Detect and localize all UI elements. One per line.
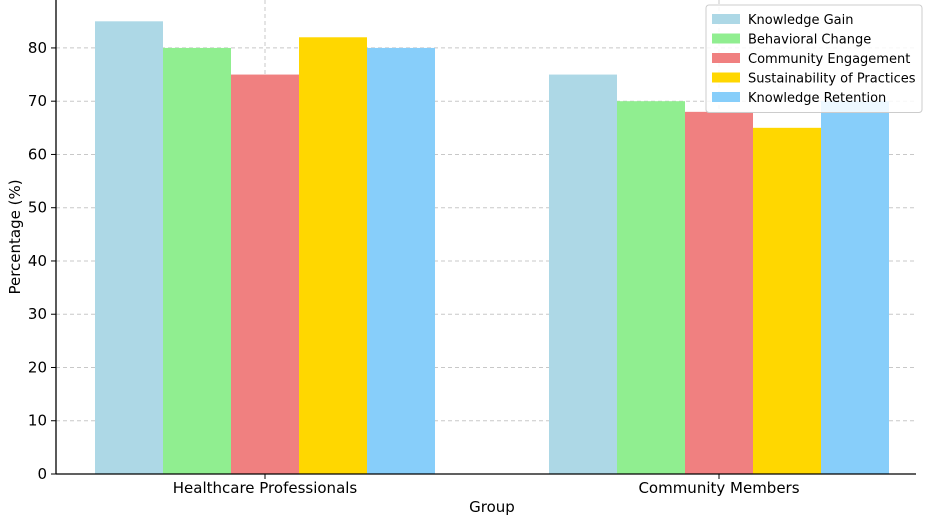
bar	[163, 47, 231, 474]
y-tick-label: 80	[28, 39, 47, 57]
y-tick-label: 40	[28, 252, 47, 270]
bars	[95, 21, 889, 475]
bar	[685, 111, 753, 474]
x-tick-label: Community Members	[638, 479, 799, 497]
y-tick-label: 20	[28, 358, 47, 376]
y-tick-label: 50	[28, 199, 47, 217]
bar	[753, 127, 821, 474]
legend-label: Behavioral Change	[748, 33, 871, 48]
bar	[299, 37, 367, 475]
y-tick-label: 0	[37, 465, 47, 483]
legend-swatch	[712, 72, 740, 83]
x-axis-title: Group	[469, 498, 515, 516]
y-axis-title: Percentage (%)	[6, 179, 24, 294]
legend-swatch	[712, 92, 740, 102]
x-tick-label: Healthcare Professionals	[173, 479, 358, 497]
y-tick-label: 60	[28, 145, 47, 163]
axes: 0 10 20 30 40 50 60 70 80 Healthcare Professional…	[28, 0, 916, 497]
legend-swatch	[712, 33, 740, 44]
legend-swatch	[712, 14, 740, 24]
bar	[95, 21, 163, 474]
y-tick-label: 70	[28, 92, 47, 110]
legend-label: Knowledge Retention	[748, 91, 886, 106]
y-tick-label: 30	[28, 305, 47, 323]
bar	[231, 74, 299, 474]
bar	[821, 101, 889, 474]
legend-label: Community Engagement	[748, 52, 910, 67]
bar	[549, 74, 617, 474]
legend: Knowledge Gain Behavioral Change Community…	[705, 4, 923, 113]
legend-label: Knowledge Gain	[748, 13, 854, 28]
legend-label: Sustainability of Practices	[748, 72, 916, 87]
bar	[617, 101, 685, 474]
legend-frame	[705, 4, 923, 113]
bar	[367, 47, 435, 474]
y-tick-label: 10	[28, 412, 47, 430]
legend-swatch	[712, 53, 740, 63]
